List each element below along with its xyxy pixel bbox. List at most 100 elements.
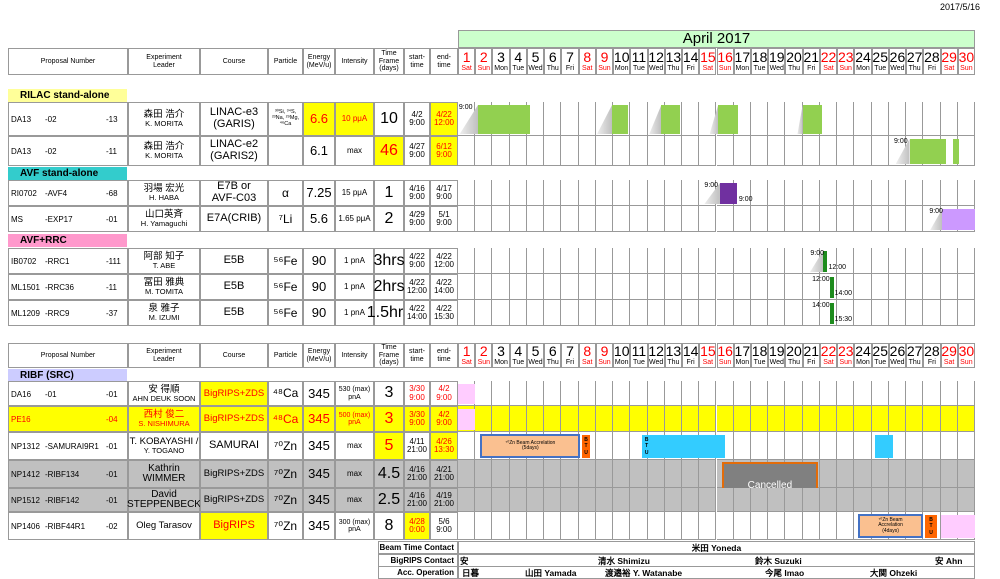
day-cell	[957, 274, 975, 300]
day-cell	[578, 248, 596, 274]
section-title: RILAC stand-alone	[20, 90, 110, 101]
day-cell	[906, 381, 924, 406]
schedule-block	[458, 384, 476, 404]
day-cell	[561, 488, 579, 512]
day-cell	[750, 248, 769, 274]
cell-text: 9:00	[409, 418, 425, 427]
day-cell	[630, 381, 648, 406]
day-header: 30 Sun	[957, 343, 975, 368]
day-cell	[888, 460, 907, 488]
day-cell	[682, 460, 700, 488]
cell-text: SAMURAI	[208, 439, 260, 452]
cell-text: LINAC-e3	[209, 106, 259, 119]
day-number: 5	[531, 343, 540, 360]
cell-text: 山口英斉	[144, 209, 183, 221]
schedule-block	[477, 105, 531, 134]
column-header-text: time	[437, 355, 451, 363]
day-cell	[682, 102, 700, 136]
cell-text: 21:00	[406, 445, 428, 454]
day-cell	[664, 488, 683, 512]
day-cell	[871, 274, 889, 300]
day-number: 30	[958, 343, 975, 360]
day-cell	[578, 512, 596, 540]
day-cell	[733, 136, 751, 166]
schedule-block	[942, 209, 975, 230]
day-cell	[630, 406, 648, 432]
day-cell	[682, 512, 700, 540]
day-cell	[802, 488, 820, 512]
day-cell	[561, 206, 579, 232]
proposal-cell: NP1312 -SAMURAI9R1 -01	[8, 432, 128, 460]
proposal-part: DA13	[11, 147, 32, 156]
cell-text: 90	[311, 253, 327, 269]
weekday: Tue	[874, 359, 887, 367]
cell-particle: α	[268, 180, 303, 206]
cell-energy: 345	[303, 432, 335, 460]
cell-intensity: 300 (max) pnA	[335, 512, 374, 540]
day-cell	[733, 432, 751, 460]
day-cell	[561, 381, 579, 406]
weekday: Wed	[528, 65, 543, 73]
day-header: 12 Wed	[647, 48, 665, 75]
weekday: Tue	[512, 359, 525, 367]
cell-text: 8	[384, 516, 394, 534]
section-title: AVF stand-alone	[20, 168, 99, 179]
day-cell	[837, 248, 855, 274]
cell-text: 9:00	[409, 218, 425, 227]
day-number: 22	[820, 49, 837, 66]
day-cell	[458, 180, 476, 206]
day-cell	[664, 381, 683, 406]
cell-text: ⁴⁸Ca	[272, 411, 299, 426]
day-cell	[699, 488, 717, 512]
day-cell	[854, 406, 872, 432]
cell-text: 3/30	[409, 409, 425, 419]
proposal-cell: DA13 -02 -13	[8, 102, 128, 136]
proposal-cell: RI0702 -AVF4 -68	[8, 180, 128, 206]
day-cell	[906, 274, 924, 300]
weekday: Sun	[598, 65, 611, 73]
day-cell	[509, 248, 527, 274]
weekday: Thu	[788, 359, 801, 367]
cell-text: 森田 浩介	[143, 141, 185, 153]
cell-text: AVF-C03	[211, 192, 257, 204]
cell-text: ⁷⁰Zn	[273, 492, 298, 507]
day-cell	[785, 300, 803, 326]
cell-course: LINAC-e2 (GARIS2)	[200, 136, 268, 166]
day-cell	[682, 136, 700, 166]
cell-text: E5B	[223, 306, 245, 319]
day-cell	[561, 512, 579, 540]
day-cell	[750, 300, 769, 326]
day-header: 3 Mon	[492, 48, 510, 75]
cell-frame: 1.5hrs	[367, 300, 411, 326]
weekday: Fri	[565, 65, 575, 73]
day-cell	[630, 248, 648, 274]
day-cell	[475, 274, 493, 300]
weekday: Wed	[649, 65, 664, 73]
schedule-block	[823, 251, 828, 272]
day-cell	[750, 381, 769, 406]
cell-text: 21:00	[406, 499, 428, 508]
day-header: 20 Thu	[785, 343, 803, 368]
day-number: 8	[583, 343, 592, 360]
weekday: Sun	[718, 359, 732, 367]
weekday: Fri	[565, 359, 575, 367]
cell-energy: 7.25	[303, 180, 335, 206]
day-cell	[595, 512, 614, 540]
day-cell	[578, 406, 596, 432]
day-number: 27	[906, 343, 923, 360]
day-number: 29	[941, 49, 957, 66]
day-cell	[561, 460, 579, 488]
weekday: Mon	[856, 359, 870, 367]
cell-text: 4/2	[411, 109, 423, 119]
cell-course: BigRIPS+ZDS	[200, 381, 268, 406]
day-cell	[871, 180, 889, 206]
cell-text: 12:00	[406, 286, 428, 295]
day-cell	[750, 206, 769, 232]
column-header-text: Particle	[273, 57, 298, 65]
day-cell	[544, 406, 562, 432]
cell-text: 4/2	[438, 384, 450, 394]
day-cell	[750, 102, 769, 136]
day-cell	[750, 406, 769, 432]
day-cell	[802, 406, 820, 432]
cell-end: 4/26 13:30	[430, 432, 458, 460]
